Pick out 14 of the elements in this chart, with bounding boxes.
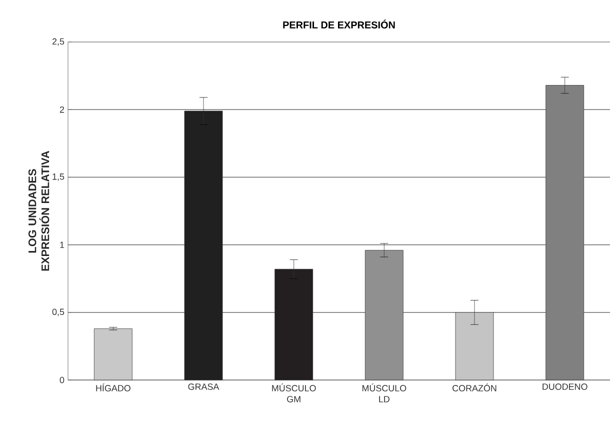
x-tick-label: DUODENO (542, 384, 588, 390)
y-axis-title: LOG UNIDADES EXPRESIÓN RELATIVA (28, 150, 50, 271)
y-tick-label: 1,5 (52, 174, 64, 181)
y-tick-label: 2,5 (52, 38, 64, 46)
x-tick-label: CORAZÓN (452, 384, 496, 392)
y-tick-label: 0 (60, 376, 64, 384)
y-tick-label: 0,5 (52, 308, 64, 316)
x-tick-label: HÍGADO (96, 384, 130, 392)
x-tick-label: MÚSCULO GM (272, 384, 316, 402)
y-tick-label: 2 (60, 106, 64, 113)
chart-title: PERFIL DE EXPRESIÓN (283, 20, 395, 28)
x-tick-label: GRASA (188, 384, 220, 390)
y-tick-label: 1 (60, 242, 64, 248)
x-tick-label: MÚSCULO LD (362, 384, 406, 402)
